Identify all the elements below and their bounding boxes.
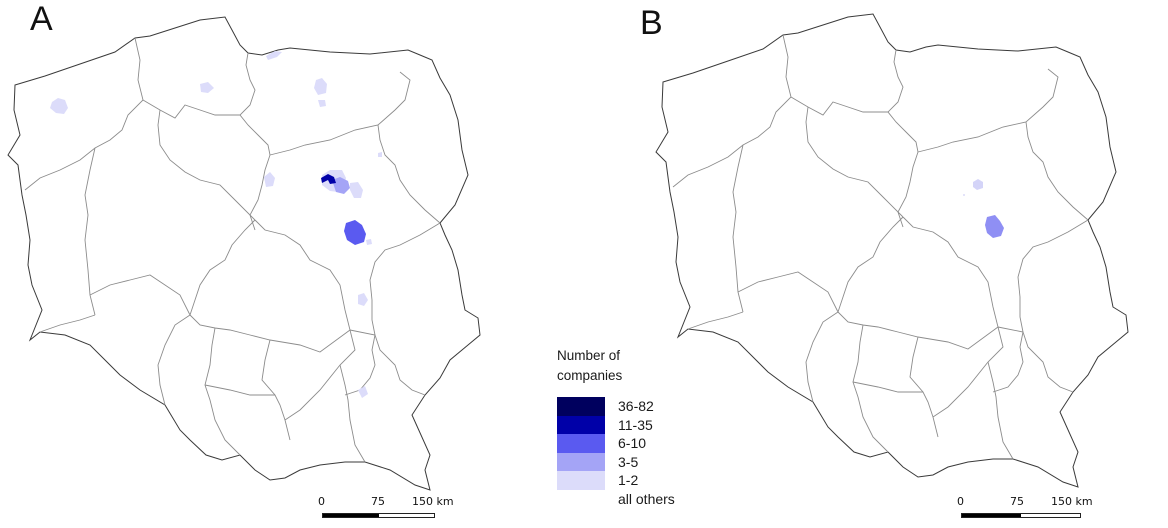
legend-swatch-1-2 <box>557 471 605 490</box>
legend-items: 36-82 11-35 6-10 3-5 1-2 all others <box>557 397 697 508</box>
area-warsaw-east <box>366 239 372 245</box>
legend-swatch-all-others <box>557 489 605 508</box>
scale-bar-graphic <box>322 513 435 518</box>
scale-tick-150: 150 km <box>412 495 454 508</box>
scale-bar-graphic <box>961 513 1081 518</box>
legend-swatch-6-10 <box>557 434 605 453</box>
legend-item: 6-10 <box>557 434 697 453</box>
map-panel-a: A <box>0 0 560 528</box>
area-plock-mid <box>332 177 350 194</box>
area-small-dot <box>963 194 965 196</box>
scale-tick-0: 0 <box>957 495 964 508</box>
scale-tick-75: 75 <box>1010 495 1024 508</box>
legend-item: 1-2 <box>557 471 697 490</box>
voivodeship-borders <box>672 34 1089 460</box>
area-gdansk-coast <box>266 51 282 60</box>
map-panel-b: B <box>620 0 1168 528</box>
legend-label: 6-10 <box>618 435 647 452</box>
legend-title-line2: companies <box>557 368 623 383</box>
poland-map-b <box>655 13 1129 488</box>
area-ciechanow <box>350 182 363 198</box>
legend-title-line1: Number of <box>557 348 621 363</box>
legend-label: 1-2 <box>618 472 639 489</box>
legend-item: all others <box>557 489 697 508</box>
area-ciechanow <box>973 179 983 190</box>
highlighted-areas-b <box>963 179 1004 238</box>
area-plock-dark <box>321 174 336 184</box>
area-wloclawek <box>264 172 275 187</box>
legend: Number of companies 36-82 11-35 6-10 3-5… <box>557 346 697 508</box>
area-warsaw <box>344 220 366 245</box>
area-radom <box>358 293 368 306</box>
legend-label: all others <box>618 490 675 507</box>
legend-item: 11-35 <box>557 415 697 434</box>
area-elblag <box>200 82 214 93</box>
scale-tick-150: 150 km <box>1051 495 1093 508</box>
poland-map-a <box>7 16 481 491</box>
highlighted-areas-a <box>50 51 382 398</box>
scale-tick-0: 0 <box>318 495 325 508</box>
legend-label: 36-82 <box>618 398 654 415</box>
voivodeship-borders <box>24 37 441 463</box>
panel-label-a: A <box>30 0 53 38</box>
area-olsztyn <box>314 78 327 95</box>
country-border <box>7 16 481 491</box>
legend-swatch-3-5 <box>557 452 605 471</box>
legend-item: 3-5 <box>557 452 697 471</box>
area-warsaw <box>985 215 1004 238</box>
area-olsztyn-2 <box>318 100 326 107</box>
legend-item: 36-82 <box>557 397 697 416</box>
scale-tick-75: 75 <box>371 495 385 508</box>
scale-bar-b: 0 75 150 km <box>955 495 1093 525</box>
legend-swatch-36-82 <box>557 397 605 416</box>
legend-label: 3-5 <box>618 453 639 470</box>
legend-swatch-11-35 <box>557 415 605 434</box>
area-koszalin <box>50 98 68 114</box>
area-sandomierz <box>358 386 368 398</box>
area-ostroleka <box>378 152 382 157</box>
legend-label: 11-35 <box>618 416 653 433</box>
panel-label-b: B <box>640 4 663 42</box>
country-border <box>655 13 1129 488</box>
scale-bar-a: 0 75 150 km <box>316 495 454 525</box>
